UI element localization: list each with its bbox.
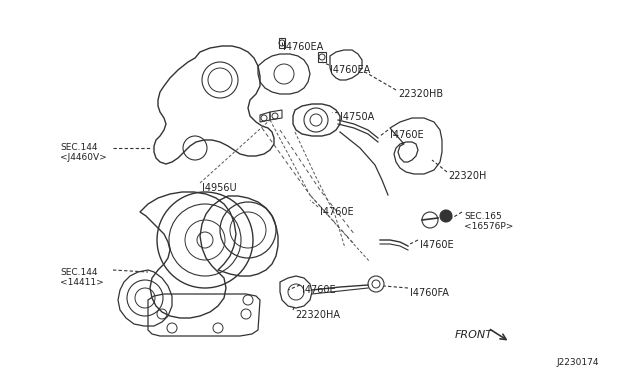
Text: I4760E: I4760E xyxy=(320,207,354,217)
Text: I4750A: I4750A xyxy=(340,112,374,122)
Text: SEC.144: SEC.144 xyxy=(60,143,97,152)
Text: <14411>: <14411> xyxy=(60,278,104,287)
Text: I4760E: I4760E xyxy=(390,130,424,140)
Text: I4760EA: I4760EA xyxy=(283,42,323,52)
Text: I4956U: I4956U xyxy=(202,183,237,193)
Text: 22320H: 22320H xyxy=(448,171,486,181)
Text: J2230174: J2230174 xyxy=(556,358,598,367)
Text: <J4460V>: <J4460V> xyxy=(60,153,107,162)
Text: FRONT: FRONT xyxy=(455,330,493,340)
Text: SEC.165: SEC.165 xyxy=(464,212,502,221)
Text: SEC.144: SEC.144 xyxy=(60,268,97,277)
Text: <16576P>: <16576P> xyxy=(464,222,513,231)
Circle shape xyxy=(440,210,452,222)
Text: I4760FA: I4760FA xyxy=(410,288,449,298)
Text: I4760E: I4760E xyxy=(420,240,454,250)
Text: I4760E: I4760E xyxy=(302,285,335,295)
Text: 22320HB: 22320HB xyxy=(398,89,443,99)
Text: 22320HA: 22320HA xyxy=(295,310,340,320)
Text: I4760EA: I4760EA xyxy=(330,65,371,75)
